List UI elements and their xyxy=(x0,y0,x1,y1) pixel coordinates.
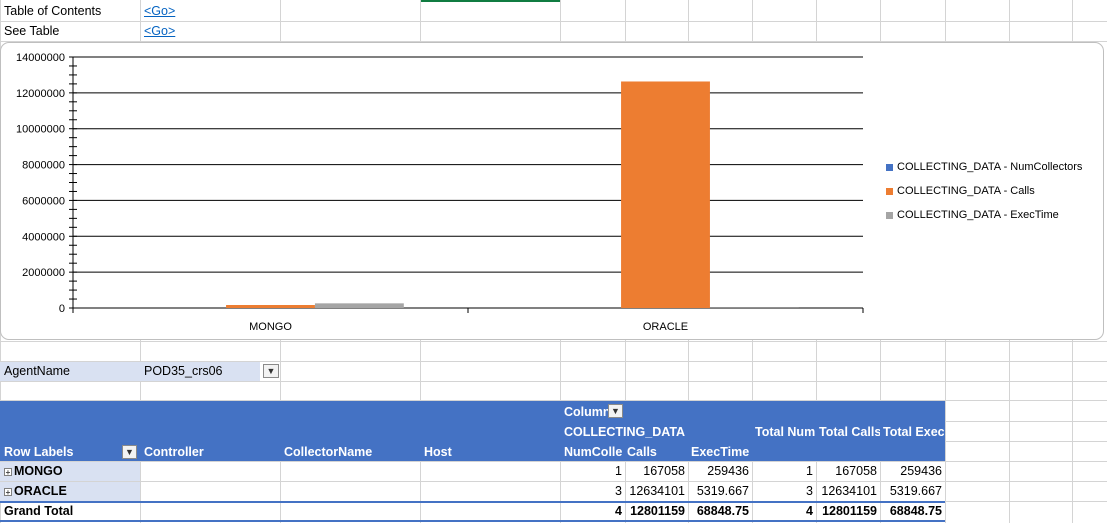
group-label-header: COLLECTING_DATA xyxy=(564,425,686,439)
cell-total-exec: 259436 xyxy=(900,464,942,478)
cell-num: 3 xyxy=(615,484,622,498)
filter-label: AgentName xyxy=(4,364,71,378)
legend-item-calls: COLLECTING_DATA - Calls xyxy=(886,185,1035,197)
active-column-indicator xyxy=(421,0,560,2)
cell-exec: 5319.667 xyxy=(696,484,749,498)
grid-row-line xyxy=(0,41,1107,42)
calls-header: Calls xyxy=(627,445,657,459)
y-tick-label: 14000000 xyxy=(16,52,65,64)
y-tick-label: 0 xyxy=(59,303,65,315)
grand-total-total-exec: 68848.75 xyxy=(889,504,942,518)
legend-label: COLLECTING_DATA - NumCollectors xyxy=(897,161,1083,173)
grid-row-line xyxy=(0,341,1107,342)
legend-label: COLLECTING_DATA - Calls xyxy=(897,185,1035,197)
num-collectors-header: NumColle xyxy=(564,445,623,459)
grand-total-border-bottom xyxy=(0,520,945,522)
grand-total-calls: 12801159 xyxy=(630,504,685,518)
cell-total-num: 1 xyxy=(806,464,813,478)
column-labels-filter-button[interactable]: ▼ xyxy=(608,404,623,418)
legend-item-exectime: COLLECTING_DATA - ExecTime xyxy=(886,209,1059,221)
bar-mongo-series-3 xyxy=(314,303,404,308)
x-tick-label: MONGO xyxy=(249,321,292,333)
legend-swatch-orange xyxy=(886,187,893,195)
see-table-label: See Table xyxy=(4,24,60,38)
y-tick-label: 8000000 xyxy=(22,160,65,172)
bar-oracle-series-2 xyxy=(621,81,710,308)
y-tick-label: 6000000 xyxy=(22,195,65,207)
grid-row-line xyxy=(0,381,1107,382)
total-calls-header: Total Calls xyxy=(819,425,880,439)
controller-header: Controller xyxy=(144,445,204,459)
cell-total-exec: 5319.667 xyxy=(889,484,942,498)
toc-label: Table of Contents xyxy=(4,4,102,18)
see-table-go-link[interactable]: <Go> xyxy=(144,24,176,38)
bar-mongo-series-2 xyxy=(226,305,315,308)
expand-icon[interactable]: + xyxy=(4,467,12,477)
cell-calls: 12634101 xyxy=(629,484,685,498)
funnel-icon: ▼ xyxy=(266,366,276,376)
grid-row-line xyxy=(0,400,1107,401)
y-tick-label: 2000000 xyxy=(22,267,65,279)
grand-total-total-calls: 12801159 xyxy=(822,504,877,518)
row-label-bg xyxy=(0,482,140,501)
y-tick-label: 10000000 xyxy=(16,124,65,136)
exectime-header: ExecTime xyxy=(691,445,750,459)
column-labels-header: Column xyxy=(564,405,610,419)
cell-calls: 167058 xyxy=(643,464,685,478)
grand-total-label: Grand Total xyxy=(4,504,74,518)
grand-total-total-num: 4 xyxy=(806,504,813,518)
filter-value: POD35_crs06 xyxy=(144,364,223,378)
total-exec-header: Total Exec xyxy=(883,425,944,439)
funnel-icon: ▼ xyxy=(611,406,620,416)
row-label-bg xyxy=(0,462,140,481)
legend-swatch-gray xyxy=(886,211,893,219)
row-labels-filter-button[interactable]: ▼ xyxy=(122,445,137,459)
expand-icon[interactable]: + xyxy=(4,487,12,497)
legend-item-numcollectors: COLLECTING_DATA - NumCollectors xyxy=(886,161,1082,173)
legend-swatch-blue xyxy=(886,163,893,171)
host-header: Host xyxy=(424,445,452,459)
y-tick-label: 4000000 xyxy=(22,231,65,243)
grand-total-num: 4 xyxy=(615,504,622,518)
cell-total-calls: 12634101 xyxy=(821,484,877,498)
toc-go-link[interactable]: <Go> xyxy=(144,4,176,18)
grand-total-border-top xyxy=(0,501,945,503)
legend-label: COLLECTING_DATA - ExecTime xyxy=(897,209,1059,221)
bar-chart: 0 2000000 4000000 6000000 8000000 10000000 120… xyxy=(16,52,864,333)
grid-row-line xyxy=(0,361,1107,362)
grid-row-line xyxy=(0,21,1107,22)
x-tick-label: ORACLE xyxy=(643,321,688,333)
chevron-down-icon: ▼ xyxy=(125,447,134,457)
filter-dropdown-button[interactable]: ▼ xyxy=(263,364,279,378)
collector-name-header: CollectorName xyxy=(284,445,373,459)
filter-bg xyxy=(0,362,260,381)
grid-row-line xyxy=(0,481,1107,482)
y-tick-label: 12000000 xyxy=(16,88,65,100)
table-row-label[interactable]: + ORACLE xyxy=(4,484,67,498)
cell-total-calls: 167058 xyxy=(835,464,877,478)
cell-num: 1 xyxy=(615,464,622,478)
total-num-header: Total Num xyxy=(755,425,816,439)
table-row-label[interactable]: + MONGO xyxy=(4,464,63,478)
cell-exec: 259436 xyxy=(707,464,749,478)
cell-total-num: 3 xyxy=(806,484,813,498)
grid-row-line xyxy=(0,461,1107,462)
grand-total-exec: 68848.75 xyxy=(696,504,749,518)
row-labels-header: Row Labels xyxy=(4,445,74,459)
chart-container[interactable]: 0 2000000 4000000 6000000 8000000 10000000 120… xyxy=(0,42,1104,340)
pivot-header xyxy=(0,401,945,461)
